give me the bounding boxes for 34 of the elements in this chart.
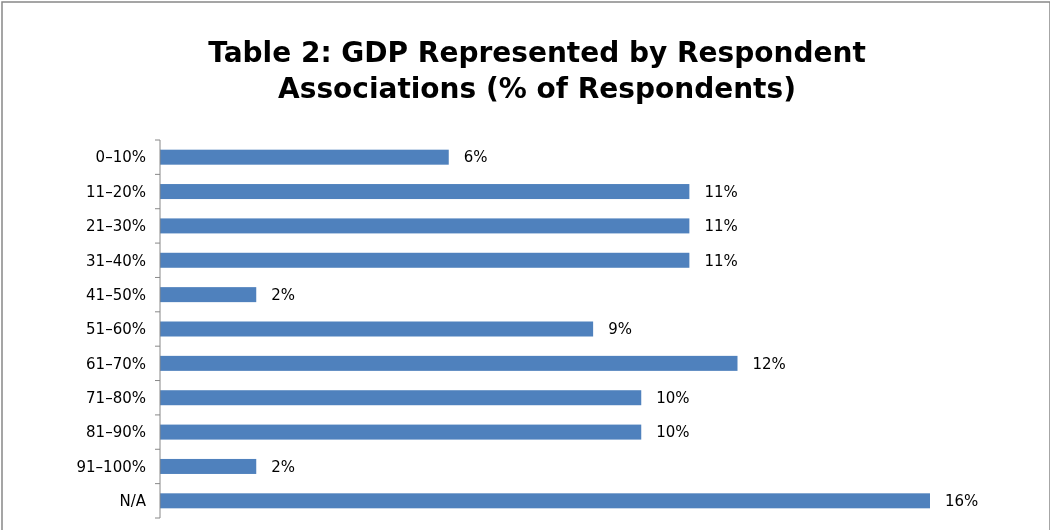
bar — [160, 458, 257, 474]
data-label: 11% — [704, 251, 738, 270]
y-tick-label: 31–40% — [86, 251, 146, 270]
data-label: 2% — [271, 285, 296, 304]
data-label: 10% — [656, 423, 690, 442]
bar — [160, 355, 738, 371]
y-tick-label: 71–80% — [86, 388, 146, 407]
y-tick-label: 81–90% — [86, 423, 146, 442]
data-label: 2% — [271, 457, 296, 476]
bar — [160, 321, 594, 337]
y-tick-label: N/A — [119, 492, 147, 511]
data-label: 11% — [704, 217, 738, 236]
y-tick-label: 21–30% — [86, 217, 146, 236]
bar — [160, 424, 642, 440]
y-tick-label: 41–50% — [86, 285, 146, 304]
chart-title: Table 2: GDP Represented by Respondent Associations (% of Respondents) — [208, 36, 866, 105]
data-label: 9% — [608, 320, 632, 339]
data-label: 11% — [704, 182, 738, 201]
bar — [160, 287, 257, 303]
data-label: 16% — [945, 492, 979, 511]
bar — [160, 493, 930, 509]
y-tick-label: 11–20% — [86, 182, 146, 201]
bar — [160, 252, 690, 268]
bar — [160, 390, 642, 406]
data-label: 10% — [656, 388, 690, 407]
y-tick-label: 61–70% — [86, 354, 146, 373]
y-tick-label: 0–10% — [95, 148, 146, 167]
y-tick-label: 91–100% — [76, 457, 146, 476]
y-tick-label: 51–60% — [86, 320, 146, 339]
data-label: 6% — [463, 148, 488, 167]
data-label: 12% — [752, 354, 786, 373]
bar — [160, 218, 690, 234]
bar — [160, 149, 449, 165]
bar — [160, 184, 690, 200]
